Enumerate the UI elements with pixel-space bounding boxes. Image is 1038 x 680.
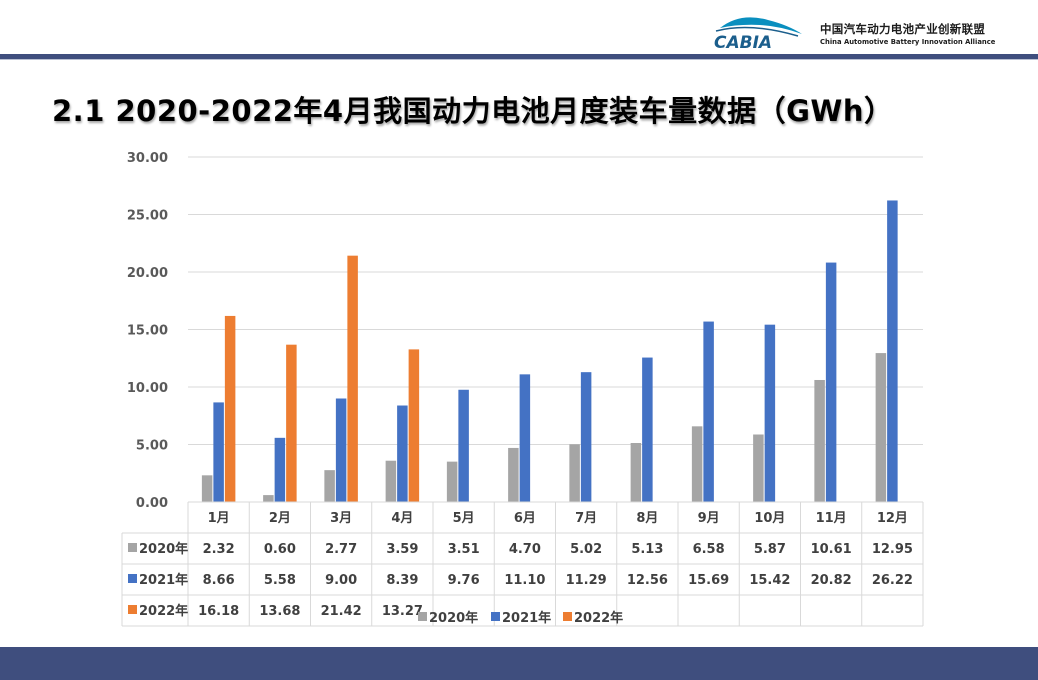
bar-2021年-6月: [519, 374, 531, 502]
table-legend-key-2020年: [128, 543, 137, 552]
bar-2021年-4月: [397, 405, 408, 502]
table-value: 12.56: [627, 573, 668, 588]
table-value: 2.77: [325, 542, 357, 557]
header-rule-thin: [0, 59, 1038, 60]
table-value: 13.68: [259, 604, 300, 619]
y-tick-label: 25.00: [127, 209, 168, 224]
bar-2020年-11月: [814, 379, 825, 502]
category-label: 10月: [754, 511, 785, 526]
bar-2021年-12月: [887, 200, 898, 502]
category-label: 1月: [208, 511, 230, 526]
table-value: 5.87: [754, 542, 786, 557]
table-value: 3.51: [448, 542, 480, 557]
table-value: 11.29: [566, 573, 607, 588]
table-value: 4.70: [509, 542, 541, 557]
legend-label: 2021年: [502, 610, 551, 626]
bar-2020年-1月: [201, 475, 213, 502]
table-value: 9.76: [448, 573, 480, 588]
y-tick-label: 15.00: [127, 324, 168, 339]
header-rule: [0, 54, 1038, 59]
table-value: 3.59: [386, 542, 418, 557]
table-value: 5.58: [264, 573, 296, 588]
y-tick-label: 10.00: [127, 381, 168, 396]
bar-2022年-2月: [286, 344, 297, 502]
logo-mark-text: CABIA: [714, 33, 772, 52]
table-value: 5.13: [631, 542, 663, 557]
logo-name-cn: 中国汽车动力电池产业创新联盟: [820, 22, 986, 36]
y-tick-label: 20.00: [127, 266, 168, 281]
bar-2020年-7月: [569, 444, 580, 502]
table-value: 13.27: [382, 604, 423, 619]
bar-2021年-5月: [458, 389, 469, 502]
table-legend-key-2021年: [128, 574, 137, 583]
bar-2021年-3月: [335, 398, 347, 502]
table-value: 2.32: [203, 542, 235, 557]
category-label: 8月: [636, 511, 658, 526]
category-label: 6月: [514, 511, 536, 526]
bar-2021年-10月: [764, 324, 776, 502]
bar-2021年-11月: [825, 262, 837, 502]
table-value: 9.00: [325, 573, 357, 588]
bar-2021年-7月: [580, 372, 592, 502]
bar-2020年-10月: [753, 434, 764, 502]
bar-2022年-4月: [408, 349, 420, 502]
bar-2020年-6月: [508, 447, 519, 502]
table-value: 10.61: [811, 542, 852, 557]
table-value: 15.69: [688, 573, 729, 588]
table-value: 26.22: [872, 573, 913, 588]
bar-2021年-8月: [642, 357, 653, 502]
table-value: 16.18: [198, 604, 239, 619]
category-label: 11月: [816, 511, 847, 526]
category-label: 3月: [330, 511, 352, 526]
bar-2020年-3月: [324, 470, 335, 502]
table-value: 20.82: [811, 573, 852, 588]
table-value: 8.39: [386, 573, 418, 588]
table-series-name: 2022年: [139, 603, 188, 619]
y-tick-label: 5.00: [136, 439, 168, 454]
table-series-name: 2021年: [139, 572, 188, 588]
logo-name-en: China Automotive Battery Innovation Alli…: [820, 38, 996, 46]
table-value: 15.42: [749, 573, 790, 588]
bar-2020年-9月: [691, 426, 703, 502]
table-value: 12.95: [872, 542, 913, 557]
bar-2022年-1月: [224, 315, 236, 502]
category-label: 7月: [575, 511, 597, 526]
bar-2020年-4月: [385, 460, 397, 502]
table-value: 5.02: [570, 542, 602, 557]
bar-2020年-12月: [875, 353, 887, 502]
category-label: 5月: [453, 511, 475, 526]
category-label: 4月: [391, 511, 413, 526]
bar-2022年-3月: [347, 255, 358, 502]
table-value: 0.60: [264, 542, 296, 557]
bar-2021年-1月: [213, 402, 224, 502]
table-value: 6.58: [693, 542, 725, 557]
legend-label: 2020年: [429, 610, 478, 626]
footer-bar: [0, 647, 1038, 680]
category-label: 12月: [877, 511, 908, 526]
category-label: 9月: [698, 511, 720, 526]
cabia-logo: CABIA 中国汽车动力电池产业创新联盟 China Automotive Ba…: [706, 12, 1006, 52]
bar-2020年-5月: [446, 461, 458, 502]
y-tick-label: 0.00: [136, 496, 168, 511]
table-value: 21.42: [321, 604, 362, 619]
bar-2020年-8月: [630, 443, 642, 502]
legend-key-2020年: [418, 612, 427, 621]
y-tick-label: 30.00: [127, 151, 168, 166]
table-value: 8.66: [203, 573, 235, 588]
table-series-name: 2020年: [139, 541, 188, 557]
bar-2021年-2月: [274, 437, 286, 502]
bar-2021年-9月: [703, 321, 714, 502]
legend-key-2022年: [563, 612, 572, 621]
cabia-logo-mark: CABIA: [714, 17, 802, 52]
legend-key-2021年: [491, 612, 500, 621]
slide-title: 2.1 2020-2022年4月我国动力电池月度装车量数据（GWh）: [52, 94, 894, 128]
bar-2020年-2月: [263, 495, 274, 502]
category-label: 2月: [269, 511, 291, 526]
table-legend-key-2022年: [128, 605, 137, 614]
table-value: 11.10: [504, 573, 545, 588]
legend-label: 2022年: [574, 610, 623, 626]
